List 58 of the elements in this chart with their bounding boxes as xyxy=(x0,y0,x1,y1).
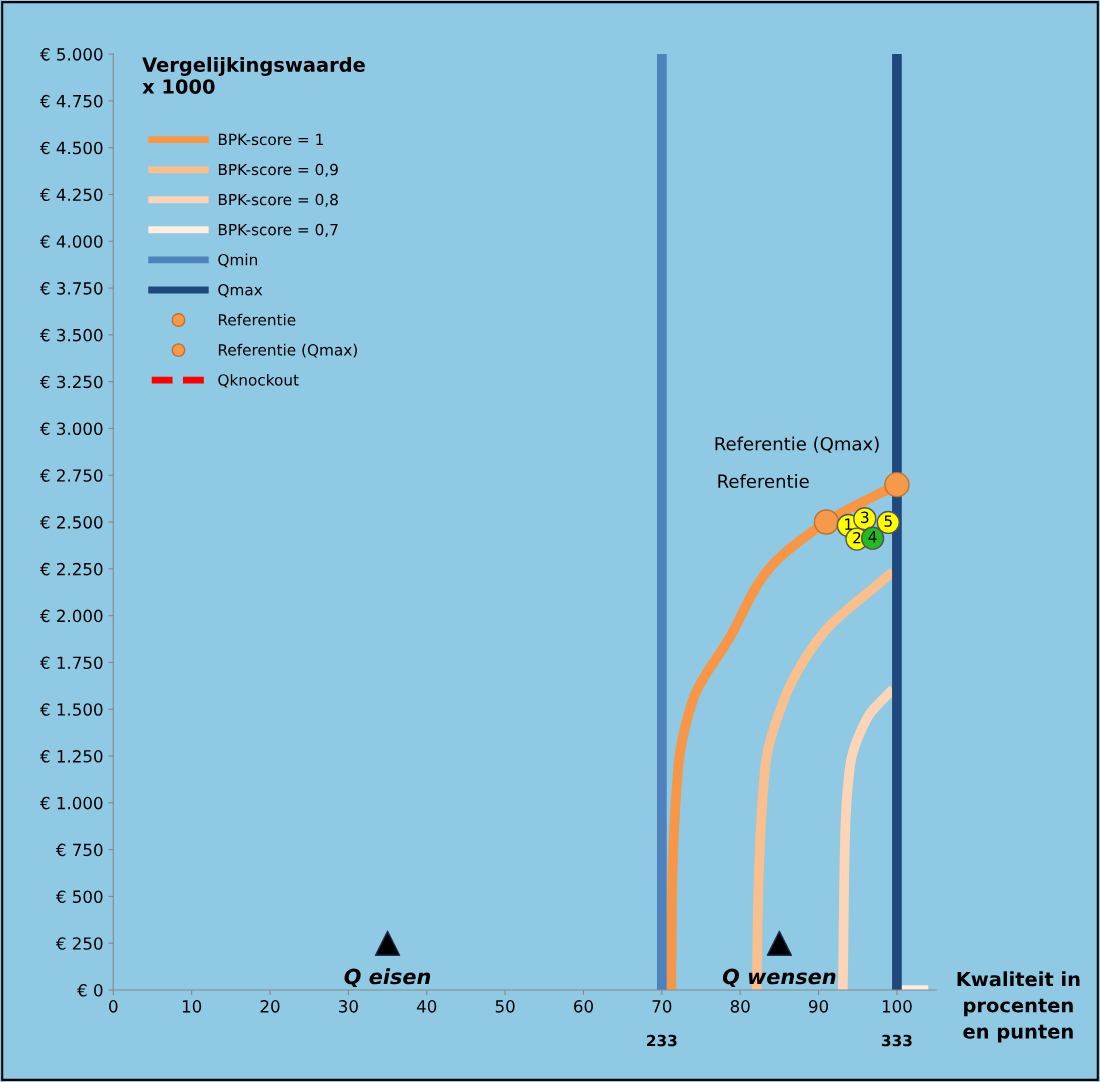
y-tick-label: € 4.250 xyxy=(39,188,103,202)
annotation: Q wensen xyxy=(722,968,836,988)
legend-label: BPK-score = 0,8 xyxy=(218,193,338,207)
annotation: 3 xyxy=(861,511,869,524)
x-tick-label: 60 xyxy=(574,1000,593,1013)
text: 233 xyxy=(647,1034,677,1047)
y-tick-label: € 2.750 xyxy=(39,469,103,482)
x-axis-title: Kwaliteit in procenten en punten xyxy=(957,971,1080,1043)
x-tick-label: 50 xyxy=(495,1000,515,1013)
legend-label: Qknockout xyxy=(218,373,299,388)
annotation: 5 xyxy=(884,515,892,527)
y-tick-label: € 1.750 xyxy=(39,656,103,670)
x-tick-label: 0 xyxy=(109,1000,118,1013)
x-tick-label: 30 xyxy=(339,1000,358,1013)
y-tick-label: € 2.250 xyxy=(39,562,103,576)
point xyxy=(374,930,401,956)
y-tick-label: € 3.000 xyxy=(39,422,103,436)
x-tick-label: 80 xyxy=(730,1000,750,1013)
x-tick-label: 90 xyxy=(809,1000,829,1013)
x-tick-label: 100 xyxy=(882,1000,912,1013)
y-tick-label: € 0 xyxy=(77,983,103,997)
point xyxy=(813,509,840,535)
y-tick-label: € 250 xyxy=(55,937,103,950)
annotation: 2 xyxy=(853,531,861,544)
legend-label: Qmax xyxy=(218,283,263,298)
y-tick-label: € 3.250 xyxy=(39,375,103,389)
x-tick-label: 40 xyxy=(416,1000,437,1013)
legend-label: Referentie xyxy=(218,313,296,326)
y-tick-label: € 5.000 xyxy=(39,48,103,61)
y-axis-title: Vergelijkingswaarde x 1000 xyxy=(142,56,365,94)
x-tick-label: 20 xyxy=(260,1000,280,1013)
y-tick-label: € 2.000 xyxy=(39,609,103,623)
y-tick-label: € 1.500 xyxy=(39,703,103,716)
y-tick-label: € 1.250 xyxy=(39,750,103,763)
y-tick-label: € 4.500 xyxy=(39,141,103,155)
legend-label: Referentie (Qmax) xyxy=(218,343,357,358)
y-tick-label: € 1.000 xyxy=(39,796,103,810)
x-tick-label: 70 xyxy=(652,1000,672,1013)
text: 333 xyxy=(882,1034,912,1047)
annotation: 4 xyxy=(868,531,877,543)
legend-label: Qmin xyxy=(218,253,257,268)
point xyxy=(766,930,793,956)
annotation: 1 xyxy=(845,518,852,530)
annotation: Referentie xyxy=(718,474,809,489)
legend-label: BPK-score = 0,7 xyxy=(218,223,338,237)
legend-label: BPK-score = 0,9 xyxy=(218,163,338,177)
y-tick-label: € 2.500 xyxy=(39,516,103,529)
y-tick-label: € 3.750 xyxy=(39,282,103,295)
y-tick-label: € 750 xyxy=(55,843,103,857)
y-tick-label: € 500 xyxy=(55,890,103,904)
y-tick-label: € 4.000 xyxy=(39,235,103,248)
legend-label: BPK-score = 1 xyxy=(218,133,323,146)
annotation: Referentie (Qmax) xyxy=(715,436,879,453)
y-tick-label: € 3.500 xyxy=(39,328,103,342)
x-tick-label: 10 xyxy=(182,1000,202,1013)
point xyxy=(884,471,910,498)
y-tick-label: € 4.750 xyxy=(39,94,103,108)
annotation: Q eisen xyxy=(344,968,431,988)
